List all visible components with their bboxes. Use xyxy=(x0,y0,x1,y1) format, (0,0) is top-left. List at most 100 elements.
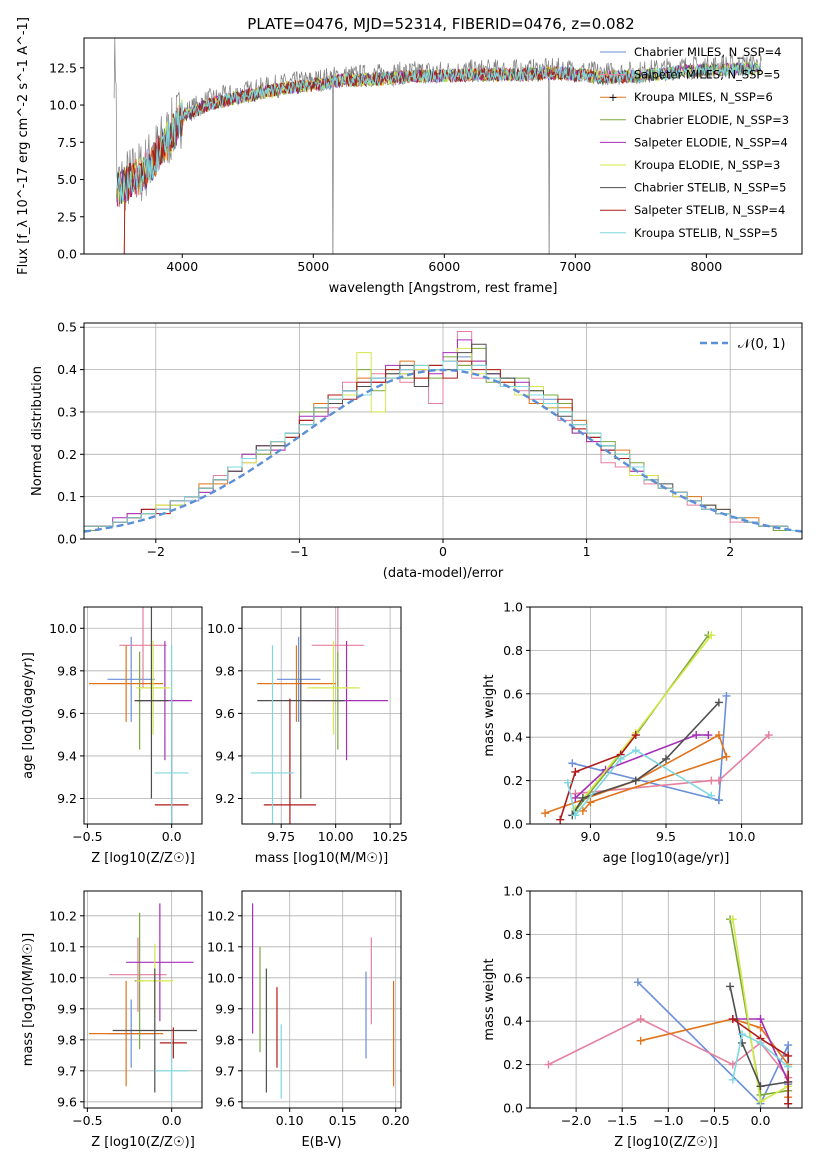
weight-marker xyxy=(707,776,716,785)
weight-marker xyxy=(738,1030,747,1039)
plot-area xyxy=(84,331,802,539)
weight-line xyxy=(567,749,712,818)
y-tick-label: 10.0 xyxy=(49,621,77,636)
x-tick-label: 10.0 xyxy=(728,829,756,844)
y-tick-label: 10.1 xyxy=(49,939,77,954)
weight-marker xyxy=(784,1062,793,1071)
x-tick-label: 9.5 xyxy=(656,829,676,844)
y-tick-label: 9.8 xyxy=(215,1032,235,1047)
weight-marker xyxy=(738,1038,747,1047)
weight-line xyxy=(732,1018,789,1104)
x-tick-label: 0 xyxy=(439,544,447,559)
mass-vs-extinction-panel: 0.10 0.15 0.20 9.6 9.7 9.8 9.9 10.0 10.1 10.2 E(B-… xyxy=(207,890,410,1150)
model-spectrum-line xyxy=(116,61,762,203)
spectrum-legend: Chabrier MILES, N_SSP=4 Salpeter MILES, N… xyxy=(600,45,789,240)
weight-marker xyxy=(568,759,577,768)
axes-frame xyxy=(83,890,203,1109)
y-tick-label: 9.7 xyxy=(215,1063,235,1078)
y-tick-label: 2.5 xyxy=(57,209,77,224)
model-spectrum-line xyxy=(123,66,633,254)
weight-marker xyxy=(571,811,580,820)
weight-marker xyxy=(631,746,640,755)
weight-marker xyxy=(728,915,737,924)
y-tick-label: 9.6 xyxy=(57,1094,77,1109)
y-axis-label: mass weight xyxy=(482,674,497,756)
weight-marker xyxy=(556,815,565,824)
plot-area xyxy=(89,607,192,824)
weight-marker xyxy=(636,1015,645,1024)
x-tick-label: 0.20 xyxy=(382,1113,410,1128)
x-tick-label: −1.0 xyxy=(653,1113,683,1128)
age-vs-metallicity-panel: −0.5 0.0 9.2 9.4 9.6 9.8 10.0 Z [log10(Z/Z☉)] ag… xyxy=(21,606,203,866)
weight-marker xyxy=(756,1097,765,1106)
weight-line xyxy=(559,734,637,820)
x-tick-label: 9.75 xyxy=(267,829,295,844)
weight-marker xyxy=(784,1051,793,1060)
y-tick-label: 0.4 xyxy=(57,362,77,377)
x-tick-label: 0.0 xyxy=(162,829,182,844)
plot-area xyxy=(252,903,395,1099)
y-tick-label: 0.4 xyxy=(503,1014,523,1029)
x-tick-label: −0.5 xyxy=(72,829,102,844)
x-tick-label: −1.5 xyxy=(607,1113,637,1128)
weight-marker xyxy=(714,731,723,740)
x-tick-label: −2.0 xyxy=(561,1113,591,1128)
axes-frame xyxy=(241,890,402,1109)
y-tick-label: 0.2 xyxy=(503,773,523,788)
y-tick-label: 7.5 xyxy=(57,135,77,150)
legend-label: Kroupa ELODIE, N_SSP=3 xyxy=(634,158,780,172)
axes-frame xyxy=(83,606,203,825)
x-tick-label: 6000 xyxy=(428,259,460,274)
x-tick-label: 0.10 xyxy=(276,1113,304,1128)
y-tick-label: 9.7 xyxy=(57,1063,77,1078)
x-tick-label: 10.00 xyxy=(318,829,354,844)
weight-marker xyxy=(631,731,640,740)
y-tick-label: 9.8 xyxy=(215,663,235,678)
x-axis-label: Z [log10(Z/Z☉)] xyxy=(91,851,195,866)
y-tick-label: 0.0 xyxy=(503,817,523,832)
weight-marker xyxy=(571,767,580,776)
y-tick-label: 9.6 xyxy=(57,706,77,721)
weight-marker xyxy=(714,796,723,805)
x-tick-label: −0.5 xyxy=(699,1113,729,1128)
legend-label: Kroupa MILES, N_SSP=6 xyxy=(634,90,773,104)
y-tick-label: 9.4 xyxy=(215,748,235,763)
legend-label: 𝒩(0, 1) xyxy=(738,337,785,352)
weight-marker xyxy=(586,798,595,807)
legend-label: Chabrier MILES, N_SSP=4 xyxy=(634,45,781,59)
plot-area xyxy=(541,631,773,824)
y-tick-label: 9.9 xyxy=(57,1001,77,1016)
y-tick-label: 10.2 xyxy=(207,908,235,923)
weight-marker xyxy=(633,978,642,987)
y-tick-label: 9.8 xyxy=(57,1032,77,1047)
y-tick-label: 0.6 xyxy=(503,970,523,985)
y-tick-label: 10.0 xyxy=(207,970,235,985)
y-tick-label: 0.8 xyxy=(503,643,523,658)
weight-vs-age-panel: 9.0 9.5 10.0 0.0 0.2 0.4 0.6 0.8 1.0 age [log10(a… xyxy=(482,600,803,866)
weight-marker xyxy=(756,1015,765,1024)
y-tick-label: 0.2 xyxy=(57,447,77,462)
model-spectrum-line xyxy=(123,66,633,254)
weight-marker xyxy=(571,793,580,802)
mass-vs-metallicity-panel: −0.5 0.0 9.6 9.7 9.8 9.9 10.0 10.1 10.2 Z [log10(… xyxy=(21,890,203,1150)
y-tick-label: 9.4 xyxy=(57,748,77,763)
x-tick-label: 2 xyxy=(726,544,734,559)
weight-marker xyxy=(756,1038,765,1047)
legend-label: Chabrier ELODIE, N_SSP=3 xyxy=(634,113,789,127)
legend-label: Kroupa STELIB, N_SSP=5 xyxy=(634,226,778,240)
legend-label: Salpeter MILES, N_SSP=5 xyxy=(634,68,780,82)
weight-marker xyxy=(631,776,640,785)
y-tick-label: 9.2 xyxy=(215,791,235,806)
y-tick-label: 0.3 xyxy=(57,404,77,419)
y-tick-label: 10.2 xyxy=(49,908,77,923)
model-spectrum-line xyxy=(116,62,762,196)
figure-title: PLATE=0476, MJD=52314, FIBERID=0476, z=0… xyxy=(247,15,634,33)
x-tick-label: 1 xyxy=(583,544,591,559)
weight-marker xyxy=(714,698,723,707)
y-tick-label: 0.0 xyxy=(57,532,77,547)
weight-marker xyxy=(714,776,723,785)
y-tick-label: 10.1 xyxy=(207,939,235,954)
legend-label: Chabrier STELIB, N_SSP=5 xyxy=(634,181,786,195)
normal-pdf-curve xyxy=(84,368,802,533)
weight-marker xyxy=(662,754,670,763)
